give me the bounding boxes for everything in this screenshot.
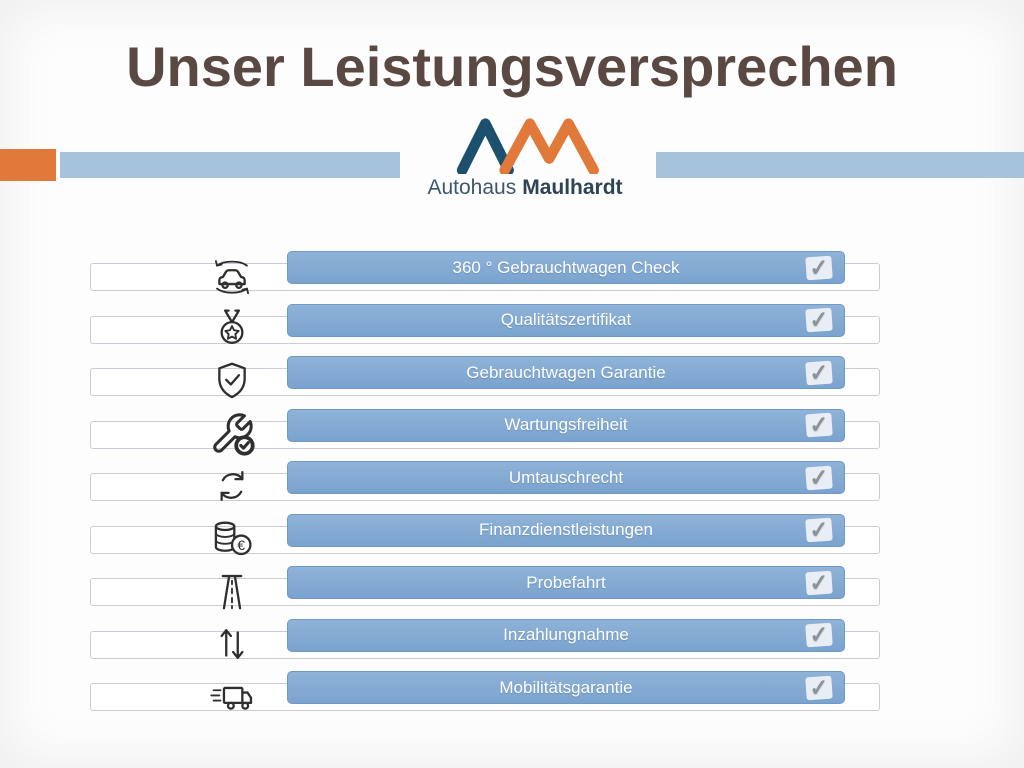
service-bar: Umtauschrecht ✓ — [287, 461, 845, 494]
delivery-truck-icon — [205, 672, 259, 720]
check-icon: ✓ — [805, 673, 833, 701]
check-icon: ✓ — [805, 621, 833, 648]
service-bar: Probefahrt ✓ — [287, 566, 845, 599]
check-icon: ✓ — [805, 463, 833, 491]
service-item: 360 ° Gebrauchtwagen Check ✓ — [0, 250, 1024, 303]
check-icon: ✓ — [805, 358, 833, 386]
page-title: Unser Leistungsversprechen — [126, 35, 898, 98]
service-label: Mobilitätsgarantie — [499, 677, 633, 697]
orange-accent-block — [0, 149, 56, 181]
shield-check-icon — [205, 357, 259, 405]
check-icon: ✓ — [805, 306, 833, 333]
service-bar: Inzahlungnahme ✓ — [287, 618, 845, 652]
service-label: Wartungsfreiheit — [504, 415, 628, 434]
road-icon — [205, 567, 259, 615]
euro-glyph: € — [237, 537, 245, 552]
service-bar: Gebrauchtwagen Garantie ✓ — [287, 356, 845, 389]
service-item: Qualitätszertifikat ✓ — [0, 303, 1024, 356]
service-label: Probefahrt — [526, 572, 606, 592]
service-item: € Finanzdienstleistungen ✓ — [0, 513, 1024, 566]
service-bar: Finanzdienstleistungen ✓ — [287, 513, 845, 547]
service-bar: Wartungsfreiheit ✓ — [287, 408, 845, 442]
service-item: Mobilitätsgarantie ✓ — [0, 670, 1024, 723]
coins-euro-icon: € — [205, 515, 259, 563]
service-bar: 360 ° Gebrauchtwagen Check ✓ — [287, 251, 845, 284]
brand-logo: Autohaus Maulhardt — [377, 116, 673, 200]
service-label: Gebrauchtwagen Garantie — [466, 362, 666, 382]
up-down-arrows-icon — [205, 620, 259, 668]
am-logo-icon — [456, 118, 599, 174]
brand-name-bold: Maulhardt — [522, 176, 623, 199]
service-label: Qualitätszertifikat — [500, 310, 632, 329]
wrench-check-icon — [205, 410, 259, 458]
exchange-arrows-icon — [205, 462, 259, 510]
service-label: 360 ° Gebrauchtwagen Check — [452, 257, 680, 277]
check-icon: ✓ — [805, 411, 833, 438]
service-label: Inzahlungnahme — [503, 625, 629, 644]
service-list: 360 ° Gebrauchtwagen Check ✓ Qualitätsze… — [0, 250, 1024, 723]
service-item: Probefahrt ✓ — [0, 565, 1024, 618]
service-item: Gebrauchtwagen Garantie ✓ — [0, 355, 1024, 408]
medal-icon — [205, 305, 259, 353]
blue-band-left — [60, 152, 400, 178]
service-item: Umtauschrecht ✓ — [0, 460, 1024, 513]
service-bar: Mobilitätsgarantie ✓ — [287, 671, 845, 704]
service-bar: Qualitätszertifikat ✓ — [287, 303, 845, 337]
service-label: Umtauschrecht — [508, 467, 624, 487]
service-label: Finanzdienstleistungen — [479, 520, 653, 539]
brand-name-regular: Autohaus — [427, 176, 517, 199]
check-icon: ✓ — [805, 516, 833, 543]
car-360-icon — [205, 252, 259, 300]
check-icon: ✓ — [805, 253, 833, 281]
service-item: Wartungsfreiheit ✓ — [0, 408, 1024, 461]
service-item: Inzahlungnahme ✓ — [0, 618, 1024, 671]
check-icon: ✓ — [805, 568, 833, 596]
blue-band-right — [656, 152, 1024, 178]
brand-name: Autohaus Maulhardt — [377, 176, 673, 200]
